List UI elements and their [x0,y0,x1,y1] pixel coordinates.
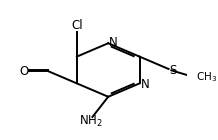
Text: N: N [109,36,118,49]
Text: O: O [19,65,29,78]
Text: Cl: Cl [71,19,83,32]
Text: S: S [169,64,176,77]
Text: N: N [140,78,149,91]
Text: NH$_2$: NH$_2$ [79,114,102,129]
Text: CH$_3$: CH$_3$ [196,70,217,84]
